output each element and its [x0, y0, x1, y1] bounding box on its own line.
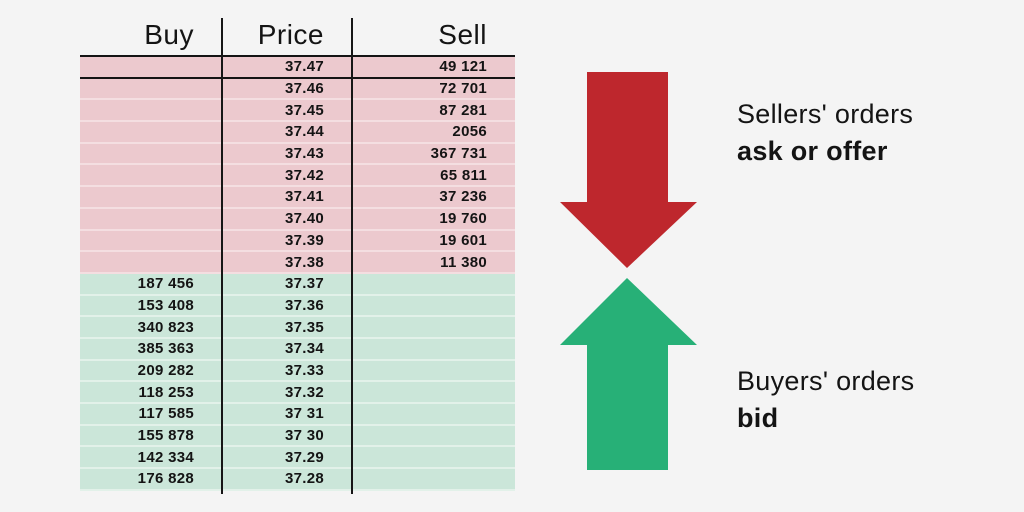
sell-cell: 19 601	[439, 232, 487, 248]
price-cell: 37.37	[284, 276, 324, 292]
price-cell: 37.40	[284, 211, 324, 227]
buy-cell: 117 585	[138, 406, 194, 422]
table-body: 37.47 49 121 37.46 72 701 37.45 87 281 37.44 20…	[80, 55, 515, 491]
sell-cell: 37 236	[439, 189, 487, 205]
price-cell: 37.45	[284, 102, 324, 118]
sell-cell: 19 760	[439, 211, 487, 227]
order-book-row: 37.45 87 281	[80, 100, 515, 123]
order-book-row: 176 828 37.28	[80, 469, 515, 491]
buy-cell: 187 456	[137, 276, 194, 292]
order-book-table: Buy Price Sell 37.47 49 121 37.46 72 701 37.…	[80, 14, 515, 494]
sell-cell: 87 281	[439, 102, 487, 118]
order-book-row: 209 282 37.33	[80, 360, 515, 383]
order-book-row: 142 334 37.29	[80, 447, 515, 470]
order-book-row: 37.44 2056	[80, 122, 515, 144]
order-book-row: 153 408 37.36	[80, 295, 515, 318]
buy-cell: 176 828	[137, 471, 194, 487]
order-book-row: 187 456 37.37	[80, 273, 515, 296]
header-sell: Sell	[438, 18, 487, 50]
table-header-row: Buy Price Sell	[80, 14, 515, 55]
sell-cell: 2056	[452, 124, 487, 140]
price-cell: 37.35	[284, 319, 324, 335]
order-book-row: 155 878 37 30	[80, 425, 515, 448]
buy-cell: 209 282	[137, 362, 194, 378]
price-cell: 37.36	[284, 297, 324, 313]
price-cell: 37.38	[284, 254, 324, 270]
price-cell: 37.43	[284, 146, 324, 162]
order-book-row: 37.39 19 601	[80, 230, 515, 253]
buyers-label-line1: Buyers' orders	[737, 366, 915, 396]
price-cell: 37 31	[284, 406, 324, 422]
price-cell: 37.32	[284, 384, 324, 400]
price-cell: 37.34	[284, 341, 324, 357]
sell-cell: 11 380	[440, 254, 487, 270]
header-buy: Buy	[144, 18, 194, 50]
sell-cell: 65 811	[440, 167, 487, 183]
buyers-label: Buyers' orders bid	[737, 363, 914, 437]
header-price: Price	[257, 18, 324, 50]
sell-cell: 72 701	[439, 81, 487, 97]
order-book-row: 117 585 37 31	[80, 404, 515, 426]
sell-cell: 367 731	[430, 146, 487, 162]
price-cell: 37.33	[284, 362, 324, 378]
column-divider-buy-price	[221, 18, 223, 494]
order-book-row: 37.43 367 731	[80, 143, 515, 166]
order-book-row: 37.47 49 121	[80, 57, 515, 79]
order-book-row: 340 823 37.35	[80, 317, 515, 339]
order-book-row: 385 363 37.34	[80, 338, 515, 361]
column-divider-price-sell	[351, 18, 353, 494]
order-book-row: 37.41 37 236	[80, 187, 515, 209]
price-cell: 37.42	[284, 167, 324, 183]
buy-cell: 155 878	[137, 428, 194, 444]
sellers-label-line2: ask or offer	[737, 136, 888, 166]
buy-cell: 118 253	[138, 384, 194, 400]
buy-cell: 142 334	[137, 449, 194, 465]
buy-cell: 385 363	[137, 341, 194, 357]
order-book-row: 118 253 37.32	[80, 382, 515, 404]
price-cell: 37.28	[284, 471, 324, 487]
price-cell: 37.47	[284, 59, 324, 75]
order-book-row: 37.38 11 380	[80, 252, 515, 274]
price-cell: 37.39	[284, 232, 324, 248]
buyers-up-arrow-icon	[560, 278, 697, 470]
order-book-row: 37.42 65 811	[80, 165, 515, 188]
price-cell: 37.41	[284, 189, 324, 205]
buy-cell: 153 408	[137, 297, 194, 313]
buyers-label-line2: bid	[737, 403, 779, 433]
sellers-label: Sellers' orders ask or offer	[737, 96, 913, 170]
order-book-row: 37.46 72 701	[80, 78, 515, 101]
buy-cell: 340 823	[137, 319, 194, 335]
price-cell: 37 30	[284, 428, 324, 444]
price-cell: 37.29	[284, 449, 324, 465]
price-cell: 37.46	[284, 81, 324, 97]
sellers-down-arrow-icon	[560, 72, 697, 268]
price-cell: 37.44	[284, 124, 324, 140]
sell-cell: 49 121	[439, 59, 487, 75]
sellers-label-line1: Sellers' orders	[737, 99, 914, 129]
order-book-row: 37.40 19 760	[80, 208, 515, 231]
